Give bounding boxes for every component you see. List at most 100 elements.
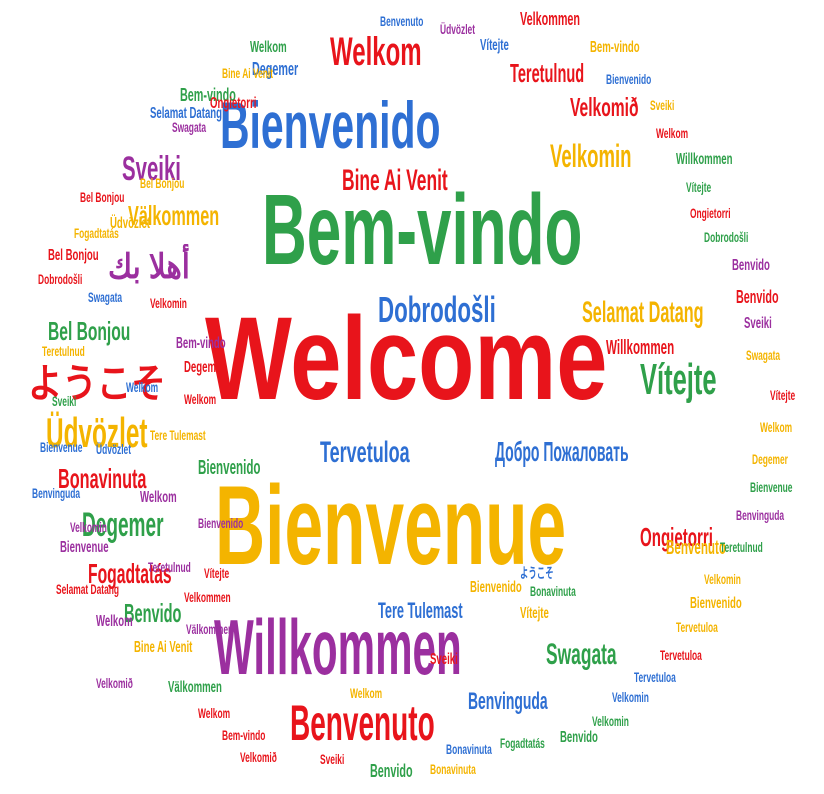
word: Tere Tulemast	[150, 427, 206, 443]
word: Dobrodošli	[704, 229, 749, 245]
word: Velkomin	[704, 571, 741, 587]
word: Bienvenue	[215, 463, 567, 588]
word: Bine Ai Venit	[134, 639, 193, 656]
word: Degemer	[184, 359, 226, 376]
word: Bienvenido	[690, 595, 742, 612]
word: Bine Ai Venit	[222, 65, 274, 81]
word: Vítejte	[686, 179, 712, 195]
word: Benvinguda	[736, 507, 785, 523]
word: Benvido	[732, 257, 770, 274]
word: Benvido	[560, 729, 598, 746]
word: Welkom	[330, 30, 422, 74]
word: Dobrodošli	[38, 271, 83, 287]
word: Dobrodošli	[378, 289, 496, 330]
word: Üdvözlet	[110, 215, 151, 232]
word: Fogadtatás	[74, 225, 119, 241]
word: Välkommen	[128, 200, 220, 231]
word: Willkommen	[676, 151, 733, 168]
word: Sveiki	[320, 751, 345, 767]
word: Bem-vindo	[590, 39, 640, 56]
word: Vítejte	[770, 387, 796, 403]
word: Benvenuto	[380, 13, 424, 29]
word: Swagata	[172, 119, 207, 135]
word: Velkommen	[520, 9, 581, 29]
word: Fogadtatás	[500, 735, 545, 751]
word: Degemer	[752, 451, 788, 467]
word: Welkom	[126, 379, 159, 395]
word: Velkomið	[570, 92, 639, 122]
word: Bienvenido	[198, 515, 244, 531]
word: Добро Пожаловать	[495, 436, 629, 467]
word: Vítejte	[480, 37, 509, 54]
word: Bem-vindo	[222, 727, 266, 743]
word: Fogadtatás	[88, 558, 172, 589]
word: Bem-vindo	[262, 174, 583, 286]
word: Bel Bonjou	[140, 175, 185, 191]
word: Vítejte	[520, 605, 549, 622]
word: Velkomin	[150, 295, 187, 311]
word: Bem-vindo	[180, 85, 236, 105]
word: Bienvenido	[220, 88, 441, 162]
word: Welkom	[198, 705, 231, 721]
word: Welkom	[656, 125, 689, 141]
word: Bienvenue	[40, 439, 83, 455]
word: Sveiki	[430, 651, 458, 668]
word: Benvenuto	[666, 537, 726, 559]
word: Bonavinuta	[530, 583, 576, 599]
word: Benvinguda	[468, 688, 548, 715]
word: Welkom	[96, 613, 133, 630]
word: Tervetuloa	[320, 436, 410, 469]
word: أهلا بك	[108, 248, 190, 286]
word: Bienvenido	[606, 71, 652, 87]
word: Tervetuloa	[634, 669, 676, 685]
word: Bel Bonjou	[48, 316, 131, 346]
word: Velkommen	[184, 589, 231, 605]
word: Benvinguda	[32, 485, 81, 501]
word: Vítejte	[204, 565, 230, 581]
word: Bine Ai Venit	[342, 164, 448, 197]
word: Sveiki	[52, 393, 77, 409]
word: Benvido	[370, 761, 413, 781]
word: Velkomin	[612, 689, 649, 705]
word: Sveiki	[744, 315, 772, 332]
word: Benvido	[124, 598, 182, 628]
word: Teretulnud	[148, 559, 191, 575]
word: Degemer	[252, 59, 299, 79]
word: Välkommen	[168, 679, 222, 696]
word: Welkom	[250, 39, 287, 56]
word: Velkomin	[70, 519, 107, 535]
word: Välkommen	[186, 621, 234, 637]
word: Swagata	[746, 347, 781, 363]
word: Bonavinuta	[430, 761, 476, 777]
word: Bel Bonjou	[80, 189, 125, 205]
word: Ongietorri	[210, 95, 257, 112]
word: Sveiki	[122, 150, 181, 188]
word: Selamat Datang	[582, 296, 704, 329]
word: Bienvenido	[198, 457, 261, 479]
word: ようこそ	[28, 362, 166, 406]
word: Üdvözlet	[46, 409, 148, 456]
word: Tervetuloa	[676, 619, 718, 635]
word: Willkommen	[606, 337, 675, 359]
word: Velkomið	[240, 749, 277, 765]
word: Swagata	[88, 289, 123, 305]
word: Teretulnud	[510, 58, 585, 88]
word: Bem-vindo	[176, 335, 226, 352]
word: ようこそ	[520, 565, 554, 581]
word: Benvenuto	[290, 695, 435, 751]
word: Bienvenido	[470, 579, 522, 596]
word: Bonavinuta	[446, 741, 492, 757]
word: Teretulnud	[42, 343, 85, 359]
word: Bienvenue	[60, 539, 109, 556]
word: Üdvözlet	[96, 441, 132, 457]
word: Welkom	[760, 419, 793, 435]
word: Selamat Datang	[56, 581, 120, 597]
word: Swagata	[546, 638, 617, 671]
word: Sveiki	[650, 97, 675, 113]
word: Velkomið	[96, 675, 133, 691]
word: Welkom	[184, 391, 217, 407]
word: Teretulnud	[720, 539, 763, 555]
word: Velkomin	[550, 138, 632, 174]
word: Welkom	[350, 685, 383, 701]
